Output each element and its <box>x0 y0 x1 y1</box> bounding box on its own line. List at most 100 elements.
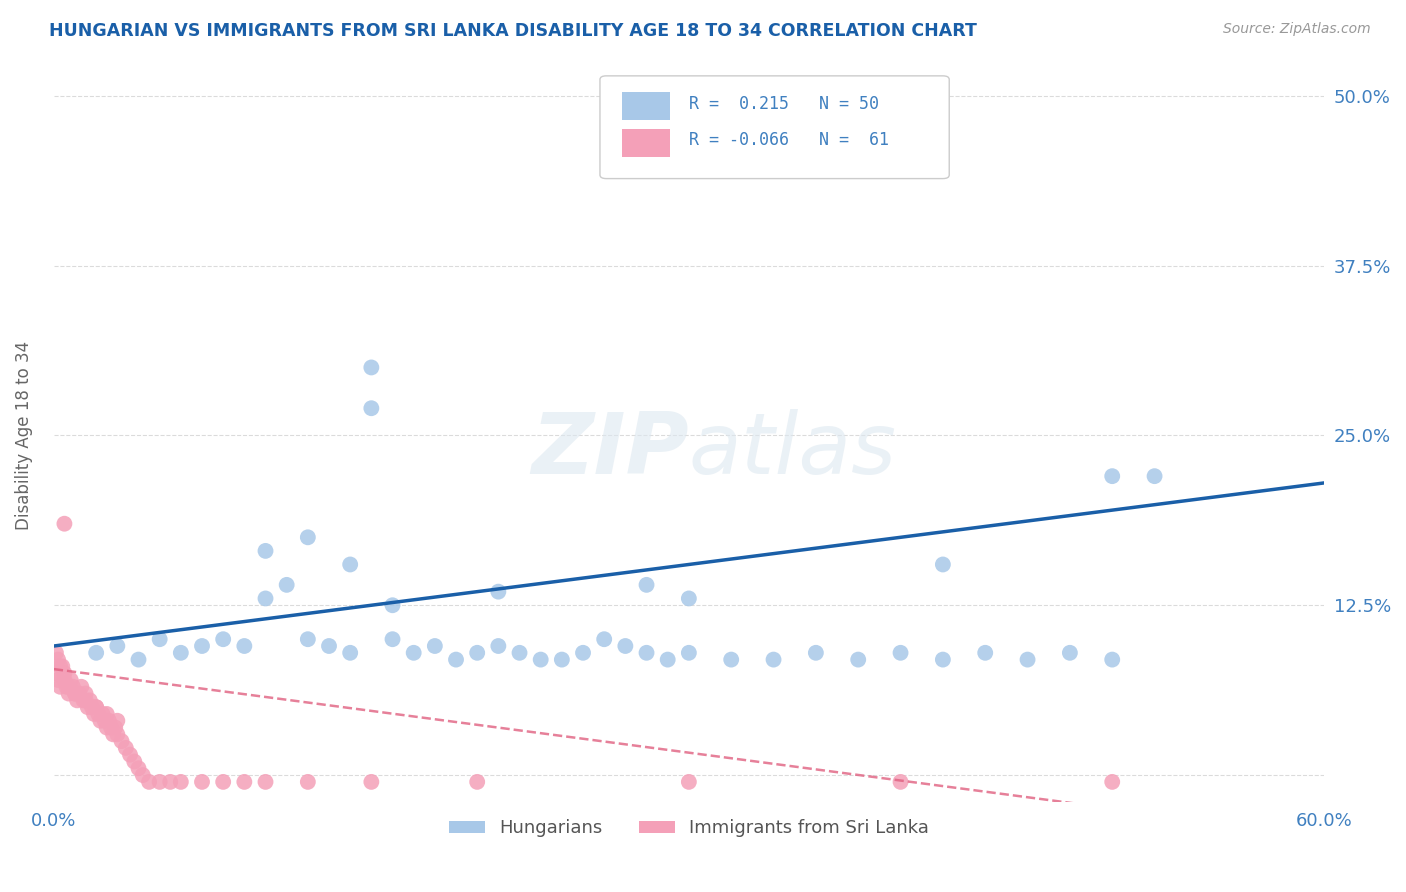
Bar <box>621 92 669 120</box>
Point <box>110 734 132 748</box>
Point <box>804 646 827 660</box>
Point <box>762 652 785 666</box>
Point <box>614 639 637 653</box>
Point <box>93 714 115 728</box>
Point <box>1059 646 1081 660</box>
Point <box>297 530 319 544</box>
Point <box>63 687 86 701</box>
Point <box>890 775 912 789</box>
Point <box>51 659 73 673</box>
Point <box>212 632 235 647</box>
Point <box>87 706 110 721</box>
Point <box>149 775 172 789</box>
Point <box>53 666 76 681</box>
Point <box>55 680 77 694</box>
Point <box>530 652 553 666</box>
Point <box>67 687 90 701</box>
Point <box>105 714 128 728</box>
Point <box>360 775 382 789</box>
Point <box>551 652 574 666</box>
Point <box>402 646 425 660</box>
Point <box>465 646 488 660</box>
Point <box>444 652 467 666</box>
Point <box>132 768 155 782</box>
Point <box>159 775 181 789</box>
Point <box>1143 469 1166 483</box>
Point <box>80 700 103 714</box>
Point <box>75 687 97 701</box>
Point <box>678 591 700 606</box>
Point <box>128 652 150 666</box>
Point <box>101 727 124 741</box>
Point <box>254 775 277 789</box>
Point <box>276 578 298 592</box>
Point <box>233 639 256 653</box>
Point <box>297 632 319 647</box>
Point <box>1017 652 1039 666</box>
Point <box>149 632 172 647</box>
Point <box>118 747 141 762</box>
FancyBboxPatch shape <box>600 76 949 178</box>
Point <box>254 544 277 558</box>
Point <box>254 591 277 606</box>
Point <box>593 632 616 647</box>
Point <box>72 693 94 707</box>
Point <box>1101 652 1123 666</box>
Point <box>75 693 97 707</box>
Point <box>381 599 404 613</box>
Point <box>128 761 150 775</box>
Point <box>932 558 955 572</box>
Point <box>678 646 700 660</box>
Point <box>105 727 128 741</box>
Point <box>1101 469 1123 483</box>
Point <box>45 646 67 660</box>
Point <box>63 687 86 701</box>
Point <box>212 775 235 789</box>
Point <box>318 639 340 653</box>
Point <box>170 646 193 660</box>
Point <box>84 646 107 660</box>
Point <box>678 775 700 789</box>
Point <box>62 680 84 694</box>
Point <box>49 680 72 694</box>
Point <box>486 639 509 653</box>
Point <box>339 558 361 572</box>
Point <box>1101 775 1123 789</box>
Point <box>84 700 107 714</box>
Point <box>46 652 69 666</box>
Point <box>932 652 955 666</box>
Point <box>96 706 118 721</box>
Point <box>53 673 76 687</box>
Point <box>360 360 382 375</box>
Point <box>58 680 80 694</box>
Point <box>122 755 145 769</box>
Point <box>114 740 136 755</box>
Text: R = -0.066   N =  61: R = -0.066 N = 61 <box>689 131 889 150</box>
Point <box>846 652 869 666</box>
Text: Source: ZipAtlas.com: Source: ZipAtlas.com <box>1223 22 1371 37</box>
Point <box>572 646 595 660</box>
Point <box>138 775 160 789</box>
Point <box>636 646 658 660</box>
Text: ZIP: ZIP <box>531 409 689 491</box>
Text: atlas: atlas <box>689 409 897 491</box>
Point <box>59 673 82 687</box>
Point <box>720 652 742 666</box>
Point <box>97 714 120 728</box>
Point <box>509 646 531 660</box>
Point <box>423 639 446 653</box>
Point <box>105 639 128 653</box>
Y-axis label: Disability Age 18 to 34: Disability Age 18 to 34 <box>15 341 32 530</box>
Point <box>233 775 256 789</box>
Point <box>104 721 127 735</box>
Bar <box>621 128 669 157</box>
Point <box>66 693 89 707</box>
Point <box>45 666 67 681</box>
Point <box>381 632 404 647</box>
Legend: Hungarians, Immigrants from Sri Lanka: Hungarians, Immigrants from Sri Lanka <box>441 812 936 845</box>
Point <box>46 673 69 687</box>
Point <box>100 721 122 735</box>
Point <box>91 706 114 721</box>
Point <box>49 659 72 673</box>
Point <box>84 700 107 714</box>
